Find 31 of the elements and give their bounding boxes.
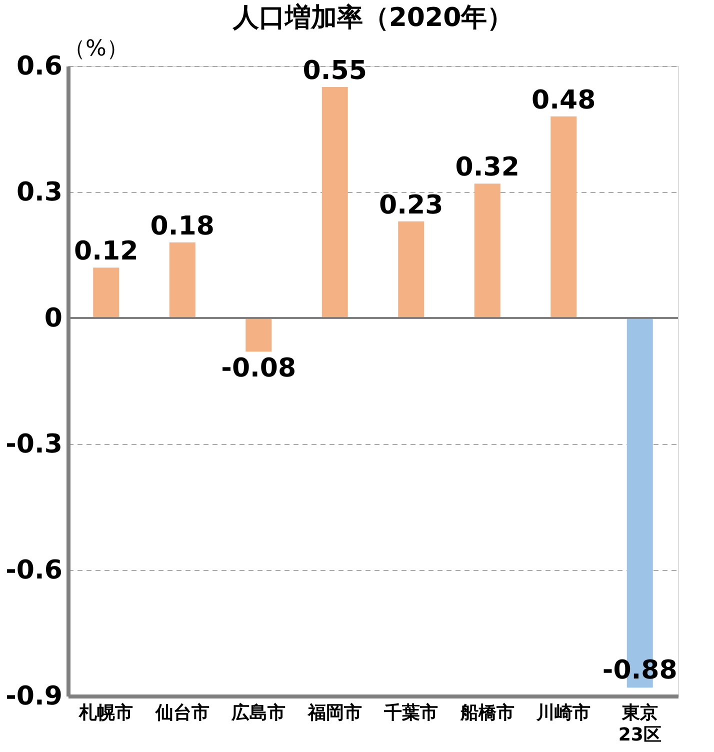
bar bbox=[169, 242, 196, 318]
data-label: 0.12 bbox=[74, 236, 138, 267]
chart-title: 人口増加率（2020年） bbox=[232, 2, 514, 33]
x-tick-label: 川崎市 bbox=[536, 702, 591, 724]
data-label: -0.88 bbox=[602, 656, 678, 686]
x-tick-label: 東京 23区 bbox=[618, 702, 662, 746]
bar bbox=[322, 87, 348, 318]
data-label: 0.18 bbox=[150, 211, 214, 242]
y-tick-label: -0.6 bbox=[6, 556, 62, 586]
x-tick-label: 札幌市 bbox=[78, 702, 134, 724]
x-tick-label: 福岡市 bbox=[306, 702, 362, 724]
y-tick-label: -0.3 bbox=[6, 430, 62, 460]
x-tick-label: 広島市 bbox=[230, 702, 286, 724]
data-label: 0.23 bbox=[379, 190, 444, 220]
data-label: -0.08 bbox=[221, 354, 296, 384]
x-tick-label: 船橋市 bbox=[459, 702, 514, 724]
y-tick-label: -0.9 bbox=[6, 682, 62, 712]
x-tick-label: 千葉市 bbox=[383, 702, 438, 724]
bar bbox=[550, 116, 577, 318]
bar bbox=[474, 184, 500, 318]
data-label: 0.55 bbox=[302, 56, 367, 86]
bar bbox=[246, 318, 272, 352]
x-tick-label: 仙台市 bbox=[154, 702, 210, 724]
y-tick-label: 0.6 bbox=[16, 52, 62, 82]
data-label: 0.48 bbox=[532, 85, 596, 116]
bar bbox=[398, 221, 424, 318]
y-tick-label: 0.3 bbox=[16, 178, 62, 208]
y-tick-label: 0 bbox=[44, 304, 62, 334]
data-label: 0.32 bbox=[455, 152, 520, 183]
bar bbox=[93, 268, 120, 318]
y-axis-title: （%） bbox=[64, 36, 128, 62]
